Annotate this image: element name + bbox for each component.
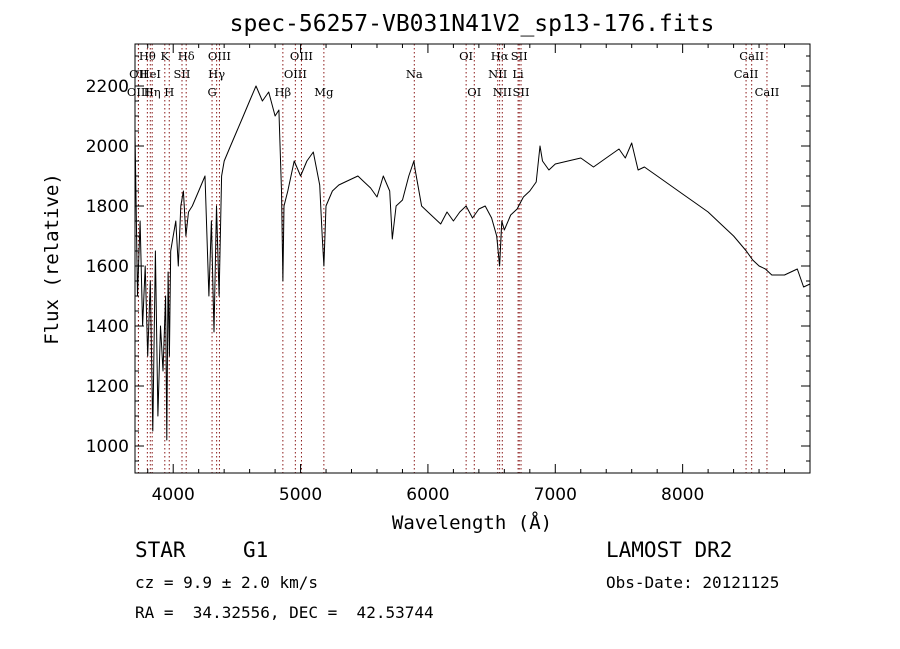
spectral-line-label: NII bbox=[488, 67, 507, 81]
spectral-line-label: SII bbox=[511, 49, 528, 63]
spectral-line-label: NII bbox=[493, 85, 512, 99]
spectral-line-label: CaII bbox=[739, 49, 764, 63]
x-tick-label: 7000 bbox=[534, 485, 577, 505]
chart-title: spec-56257-VB031N41V2_sp13-176.fits bbox=[230, 11, 715, 37]
y-tick-label: 1400 bbox=[86, 317, 129, 337]
spectral-line-label: Hβ bbox=[275, 85, 292, 99]
spectral-line-label: Li bbox=[512, 67, 524, 81]
y-tick-label: 1000 bbox=[86, 437, 129, 457]
spectral-line-label: OIII bbox=[284, 67, 307, 81]
spectral-line-label: SII bbox=[513, 85, 530, 99]
object-subclass: G1 bbox=[243, 538, 269, 562]
spectral-line-label: Hα bbox=[491, 49, 509, 63]
spectral-line-label: Mg bbox=[314, 85, 334, 99]
y-axis-ticks: 1000 1200 1400 1600 1800 2000 2200 bbox=[86, 55, 810, 462]
x-tick-label: 6000 bbox=[406, 485, 449, 505]
spectral-line-label: Hγ bbox=[208, 67, 225, 81]
spectral-line-label: H bbox=[164, 85, 174, 99]
spectral-line-label: OIII bbox=[208, 49, 231, 63]
x-axis-ticks: 4000 5000 6000 7000 8000 bbox=[147, 44, 811, 505]
sky-coordinates: RA = 34.32556, DEC = 42.53744 bbox=[135, 603, 434, 622]
plot-area bbox=[134, 85, 811, 441]
spectral-line-label: OIII bbox=[290, 49, 313, 63]
object-class: STAR bbox=[135, 538, 186, 562]
spectral-line-label: Hη bbox=[144, 85, 161, 99]
y-tick-label: 2000 bbox=[86, 137, 129, 157]
spectral-line-label: CaII bbox=[755, 85, 780, 99]
spectral-line-label: K bbox=[161, 49, 170, 63]
spectral-line-markers bbox=[137, 44, 768, 473]
spectral-line-label: HeI bbox=[140, 67, 161, 81]
y-tick-label: 1200 bbox=[86, 377, 129, 397]
y-axis-label: Flux (relative) bbox=[41, 173, 63, 345]
x-axis-label: Wavelength (Å) bbox=[392, 511, 552, 534]
spectral-line-label: OII bbox=[129, 67, 148, 81]
spectrum-line bbox=[134, 85, 811, 441]
spectral-line-label: Na bbox=[406, 67, 423, 81]
spectral-line-label: Hδ bbox=[178, 49, 195, 63]
survey-name: LAMOST DR2 bbox=[606, 538, 733, 562]
x-tick-label: 5000 bbox=[279, 485, 322, 505]
redshift-velocity: cz = 9.9 ± 2.0 km/s bbox=[135, 573, 319, 592]
observation-date: Obs-Date: 20121125 bbox=[606, 573, 780, 592]
spectral-line-label: OI bbox=[467, 85, 481, 99]
plot-frame bbox=[134, 43, 811, 474]
y-tick-label: 1600 bbox=[86, 257, 129, 277]
spectral-line-label: G bbox=[207, 85, 216, 99]
spectral-line-label: OI bbox=[459, 49, 473, 63]
spectral-line-label: OIII bbox=[127, 85, 150, 99]
y-tick-label: 2200 bbox=[86, 77, 129, 97]
y-tick-label: 1800 bbox=[86, 197, 129, 217]
spectral-line-label: CaII bbox=[734, 67, 759, 81]
spectral-line-label: Hθ bbox=[139, 49, 156, 63]
x-tick-label: 4000 bbox=[152, 485, 195, 505]
x-tick-label: 8000 bbox=[661, 485, 704, 505]
spectral-line-label: SII bbox=[174, 67, 191, 81]
